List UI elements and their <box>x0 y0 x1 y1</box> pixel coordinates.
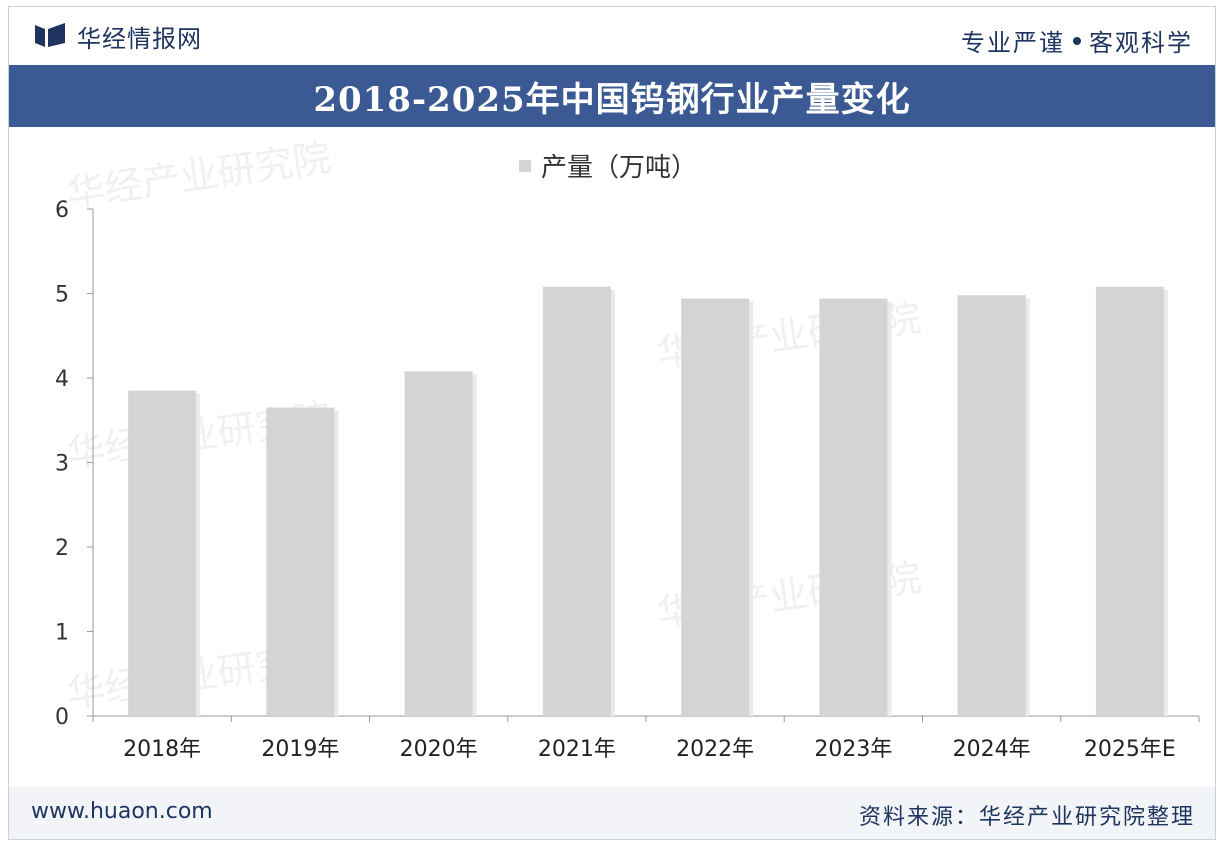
y-tick-label: 5 <box>55 283 69 308</box>
logo-text: 华经情报网 <box>77 24 202 53</box>
x-tick-label: 2020年 <box>400 737 478 762</box>
footer: www.huaon.com 资料来源：华经产业研究院整理 <box>9 787 1215 839</box>
x-tick-label: 2018年 <box>123 737 201 762</box>
footer-source: 资料来源：华经产业研究院整理 <box>858 805 1195 830</box>
bar <box>542 286 611 716</box>
bar <box>1095 286 1164 716</box>
slogan-dot-icon <box>1073 36 1081 45</box>
chart-title: 2018-2025年中国钨钢行业产量变化 <box>313 79 911 120</box>
y-tick-label: 4 <box>55 367 69 392</box>
x-tick-label: 2024年 <box>953 737 1031 762</box>
slogan: 专业严谨 客观科学 <box>961 23 1193 58</box>
brand-logo: 华经情报网 <box>35 23 202 53</box>
bar <box>681 298 750 716</box>
y-tick-label: 3 <box>55 452 69 477</box>
bar <box>128 390 197 716</box>
logo-icon <box>35 23 65 47</box>
bar <box>957 295 1026 716</box>
footer-website: www.huaon.com <box>31 799 213 824</box>
x-tick-label: 2021年 <box>538 737 616 762</box>
y-tick-label: 2 <box>55 536 69 561</box>
slogan-left: 专业严谨 <box>961 29 1065 57</box>
slogan-right: 客观科学 <box>1089 29 1193 57</box>
legend-swatch <box>519 159 531 172</box>
title-band: 2018-2025年中国钨钢行业产量变化 <box>9 65 1215 127</box>
bar <box>404 371 473 716</box>
bar-chart: 华经产业研究院华经产业研究院华经产业研究院华经产业研究院华经产业研究院01234… <box>55 135 1200 762</box>
y-tick-label: 0 <box>55 705 69 730</box>
y-tick-label: 6 <box>55 198 69 223</box>
x-tick-label: 2023年 <box>814 737 892 762</box>
bar <box>819 298 888 716</box>
legend: 产量（万吨） <box>519 147 697 184</box>
legend-label: 产量（万吨） <box>541 153 698 183</box>
bar <box>266 407 335 716</box>
x-tick-label: 2025年E <box>1084 737 1176 762</box>
x-tick-label: 2022年 <box>676 737 754 762</box>
y-tick-label: 1 <box>55 621 69 646</box>
watermark-text: 华经产业研究院 <box>64 135 334 216</box>
x-tick-label: 2019年 <box>261 737 339 762</box>
header-bar: 华经情报网 专业严谨 客观科学 <box>9 7 1215 65</box>
chart-frame: 华经情报网 专业严谨 客观科学 2018-2025年中国钨钢行业产量变化 产量（… <box>8 6 1216 840</box>
